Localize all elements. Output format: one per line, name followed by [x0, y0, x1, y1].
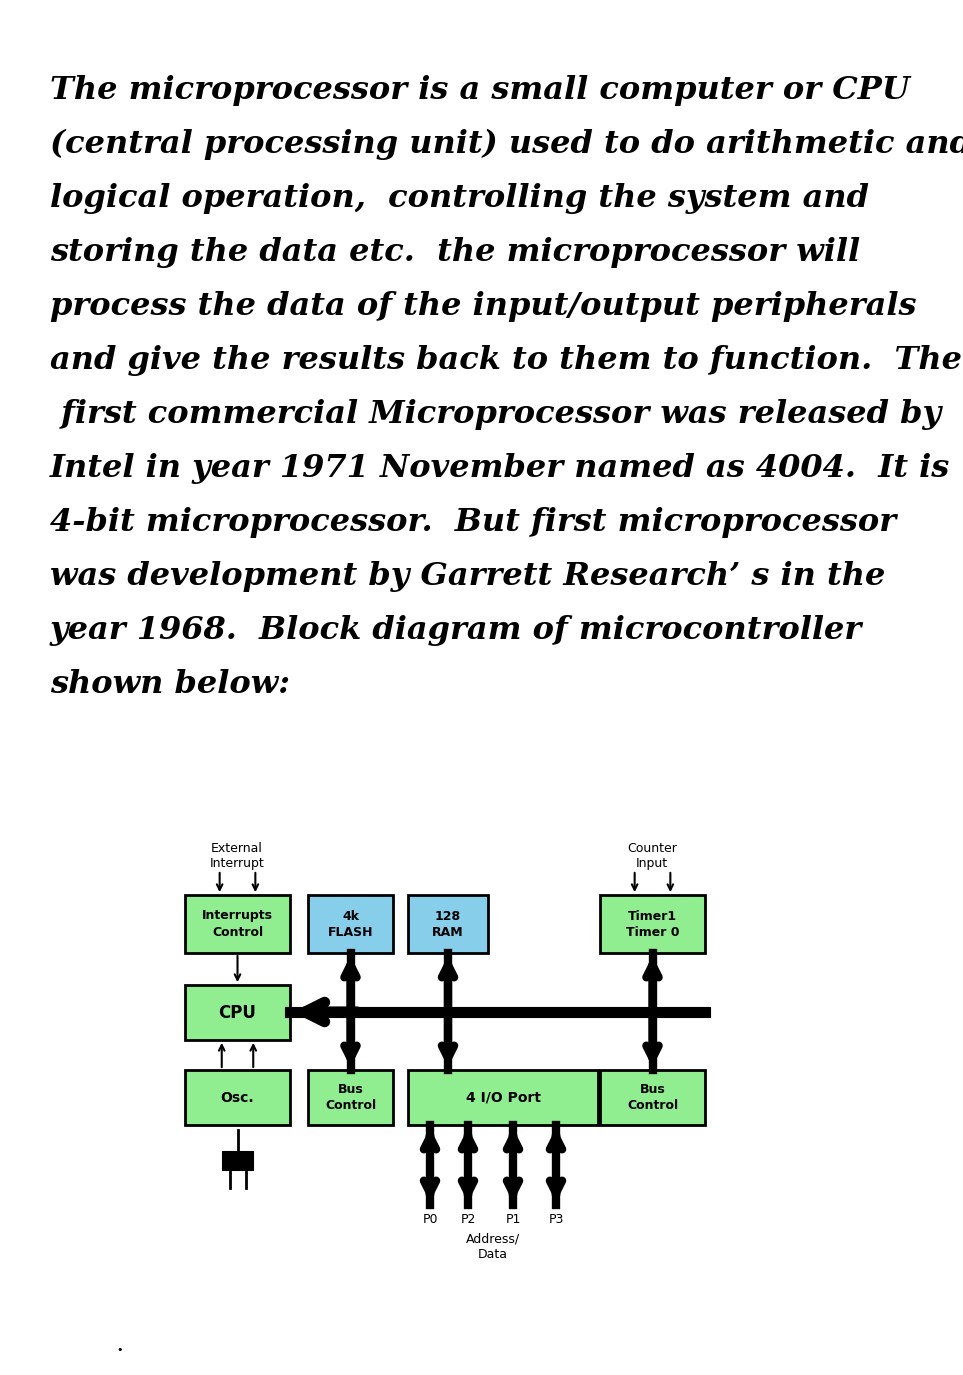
Text: The microprocessor is a small computer or CPU: The microprocessor is a small computer o… — [50, 76, 910, 106]
Bar — [185, 984, 290, 1040]
Text: process the data of the input/output peripherals: process the data of the input/output per… — [50, 292, 917, 322]
Text: Intel in year 1971 November named as 4004.  It is: Intel in year 1971 November named as 400… — [50, 452, 950, 484]
Text: P0: P0 — [422, 1213, 438, 1226]
Text: year 1968.  Block diagram of microcontroller: year 1968. Block diagram of microcontrol… — [50, 615, 862, 646]
Bar — [600, 1070, 705, 1125]
Text: P1: P1 — [506, 1213, 521, 1226]
Text: Timer1
Timer 0: Timer1 Timer 0 — [626, 909, 679, 939]
Text: P3: P3 — [548, 1213, 563, 1226]
Text: storing the data etc.  the microprocessor will: storing the data etc. the microprocessor… — [50, 236, 860, 268]
Text: (central processing unit) used to do arithmetic and: (central processing unit) used to do ari… — [50, 129, 963, 161]
Text: 4k
FLASH: 4k FLASH — [327, 909, 374, 939]
Text: was development by Garrett Research’ s in the: was development by Garrett Research’ s i… — [50, 561, 885, 593]
Text: logical operation,  controlling the system and: logical operation, controlling the syste… — [50, 183, 869, 214]
Text: •: • — [117, 1345, 123, 1354]
Text: External
Interrupt: External Interrupt — [210, 842, 265, 870]
Text: Address/
Data: Address/ Data — [466, 1233, 520, 1261]
Text: 4-bit microprocessor.  But first microprocessor: 4-bit microprocessor. But first micropro… — [50, 507, 897, 538]
Bar — [600, 895, 705, 953]
Text: and give the results back to them to function.  The: and give the results back to them to fun… — [50, 345, 962, 375]
Text: Bus
Control: Bus Control — [627, 1084, 678, 1112]
Bar — [408, 1070, 598, 1125]
Text: 128
RAM: 128 RAM — [432, 909, 464, 939]
Text: P2: P2 — [460, 1213, 476, 1226]
Text: 4 I/O Port: 4 I/O Port — [465, 1090, 540, 1104]
Bar — [222, 1152, 252, 1170]
Text: Interrupts
Control: Interrupts Control — [202, 909, 273, 939]
Bar — [308, 1070, 393, 1125]
Bar — [185, 895, 290, 953]
Text: Osc.: Osc. — [221, 1090, 254, 1104]
Text: Bus
Control: Bus Control — [325, 1084, 377, 1112]
Bar — [308, 895, 393, 953]
Bar — [185, 1070, 290, 1125]
Bar — [408, 895, 488, 953]
Text: shown below:: shown below: — [50, 670, 290, 700]
Text: first commercial Microprocessor was released by: first commercial Microprocessor was rele… — [50, 399, 941, 430]
Text: CPU: CPU — [219, 1004, 256, 1022]
Text: Counter
Input: Counter Input — [627, 842, 677, 870]
